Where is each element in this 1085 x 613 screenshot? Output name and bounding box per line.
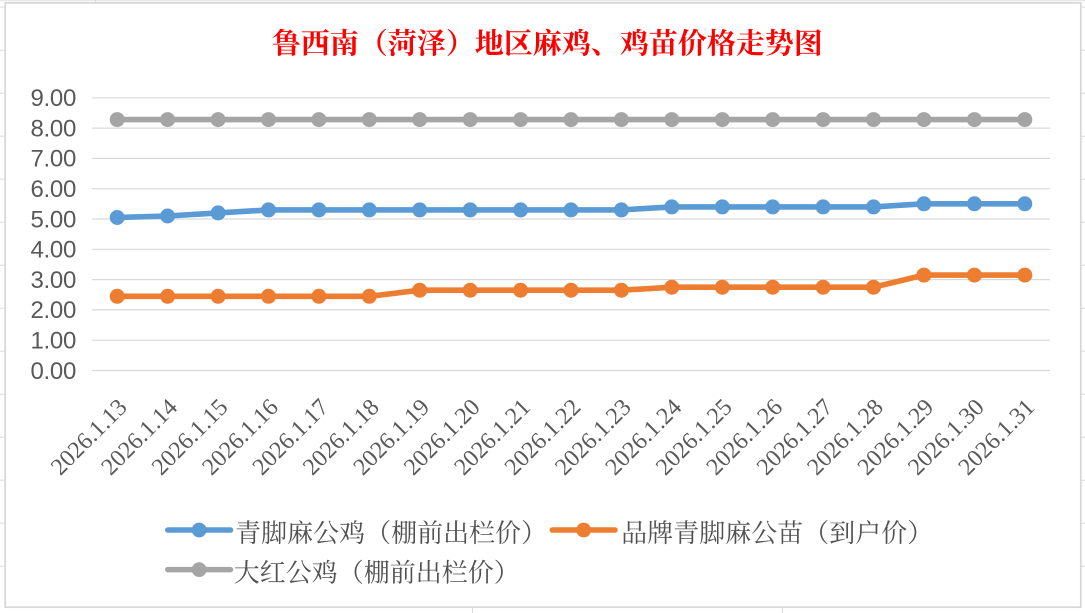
svg-text:6.00: 6.00 bbox=[30, 176, 76, 203]
svg-text:2.00: 2.00 bbox=[30, 297, 76, 324]
svg-text:5.00: 5.00 bbox=[30, 206, 76, 233]
svg-text:3.00: 3.00 bbox=[30, 267, 76, 294]
svg-text:4.00: 4.00 bbox=[30, 237, 76, 264]
svg-text:0.00: 0.00 bbox=[30, 358, 76, 385]
svg-text:9.00: 9.00 bbox=[30, 85, 76, 112]
svg-text:7.00: 7.00 bbox=[30, 146, 76, 173]
svg-text:8.00: 8.00 bbox=[30, 115, 76, 142]
svg-text:1.00: 1.00 bbox=[30, 328, 76, 355]
